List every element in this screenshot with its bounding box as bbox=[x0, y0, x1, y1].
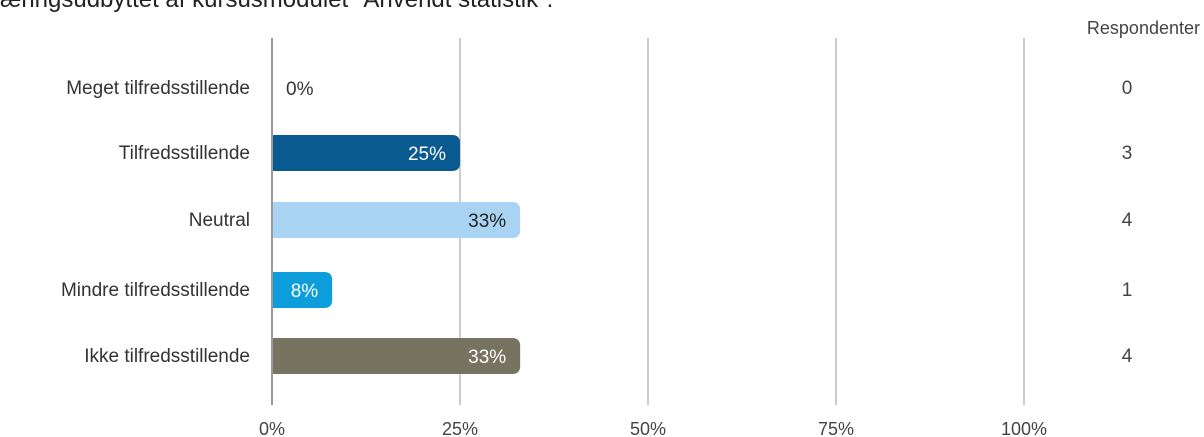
respondent-count: 3 bbox=[1122, 143, 1133, 164]
x-tick-label: 0% bbox=[259, 419, 285, 437]
category-label: Tilfredsstillende bbox=[119, 143, 250, 164]
category-label: Meget tilfredsstillende bbox=[66, 78, 250, 99]
bar-value-label: 25% bbox=[408, 144, 446, 165]
bar bbox=[272, 135, 460, 171]
bar-value-label: 33% bbox=[468, 211, 506, 232]
bar-value-label: 33% bbox=[468, 347, 506, 368]
respondents-header: Respondenter bbox=[1086, 18, 1200, 38]
category-label: Ikke tilfredsstillende bbox=[84, 346, 250, 367]
bar bbox=[272, 202, 521, 238]
bar-value-label: 8% bbox=[291, 281, 319, 302]
chart-title: æringsudbyttet af kursusmodulet "Anvendt… bbox=[0, 0, 1040, 14]
respondent-count: 1 bbox=[1122, 280, 1133, 301]
respondent-count: 0 bbox=[1122, 78, 1133, 99]
x-tick-label: 25% bbox=[442, 419, 478, 437]
bar-value-label: 0% bbox=[286, 79, 314, 100]
respondent-count: 4 bbox=[1122, 210, 1133, 231]
x-tick-label: 75% bbox=[818, 419, 854, 437]
category-label: Neutral bbox=[189, 210, 250, 231]
category-label: Mindre tilfredsstillende bbox=[61, 280, 250, 301]
respondent-count: 4 bbox=[1122, 346, 1133, 367]
bar bbox=[272, 338, 521, 374]
x-tick-label: 100% bbox=[1001, 419, 1047, 437]
bar bbox=[272, 272, 333, 308]
x-tick-label: 50% bbox=[630, 419, 666, 437]
